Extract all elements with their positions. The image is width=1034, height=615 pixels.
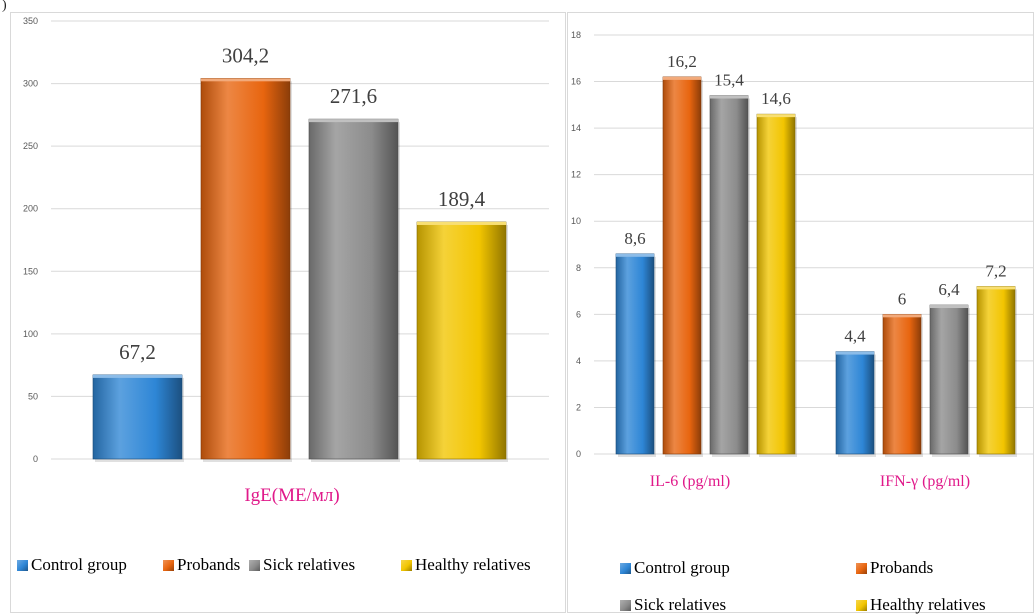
legend-item: Control group [620,558,730,578]
y-tick-label: 250 [23,141,38,151]
bar-cap [930,305,968,309]
legend-swatch [401,559,412,571]
data-label: 15,4 [714,71,744,90]
bar-control [92,374,183,460]
bar-sick [308,118,399,460]
data-label: 304,2 [222,43,269,67]
y-tick-label: 12 [571,170,581,180]
bar-probands [662,76,702,455]
y-tick-label: 200 [23,204,38,214]
bar-cap [201,78,290,82]
y-tick-label: 10 [571,216,581,226]
bar-cap [883,314,921,318]
legend-item: Sick relatives [620,595,726,615]
legend-item: Healthy relatives [401,555,531,575]
cytokine-chart-panel: 0 2 4 6 8 10 12 14 16 18 8,6 16,2 15,4 14,6 IL-6 (pg/m… [567,12,1034,615]
bar-cap [417,221,506,225]
data-label: 6,4 [938,280,960,299]
ige-chart-panel: 0 50 100 150 200 250 300 350 67,2 304,2 271,6 189,4… [10,12,566,613]
legend-label: Probands [870,558,934,577]
ige-chart-svg: 0 50 100 150 200 250 300 350 67,2 304,2 271,6 189,4… [23,16,549,506]
legend-swatch [620,599,631,611]
data-label: 7,2 [985,261,1006,280]
legend-label: Control group [634,558,730,577]
legend-swatch [249,559,260,571]
data-label: 4,4 [844,327,866,346]
y-tick-label: 8 [576,263,581,273]
y-tick-label: 100 [23,329,38,339]
data-label: 16,2 [667,52,697,71]
y-tick-label: 150 [23,266,38,276]
legend-swatch [856,562,867,574]
bar-cap [93,374,182,378]
category-label: IFN-γ (pg/ml) [880,473,970,490]
legend-item: Probands [163,555,240,575]
legend-swatch [163,559,174,571]
bar-probands [200,78,291,460]
legend-swatch [17,559,28,571]
bar-cap [309,119,398,123]
legend-item: Healthy relatives [856,595,986,615]
legend-label: Sick relatives [634,595,727,614]
legend-label: Sick relatives [263,555,356,574]
y-tick-label: 0 [576,449,581,459]
bar-sick [929,304,969,455]
data-label: 67,2 [119,340,156,364]
y-tick-label: 350 [23,16,38,26]
data-label: 6 [898,289,907,308]
y-tick-label: 300 [23,79,38,89]
bar-healthy [976,286,1016,455]
y-tick-label: 50 [28,391,38,401]
bar-control [835,351,875,455]
bar-cap [977,286,1015,290]
bar-cap [616,253,654,257]
data-label: 14,6 [761,89,791,108]
y-tick-label: 2 [576,402,581,412]
cytokine-chart-svg: 0 2 4 6 8 10 12 14 16 18 8,6 16,2 15,4 14,6 IL-6 (pg/m… [571,30,1034,490]
bar-cap [836,351,874,355]
y-tick-label: 18 [571,30,581,40]
legend-swatch [620,562,631,574]
y-tick-label: 0 [33,454,38,464]
legend-item: Control group [17,555,127,575]
category-label: IL-6 (pg/ml) [650,473,730,490]
bar-probands [882,314,922,455]
y-tick-label: 14 [571,123,581,133]
bar-cap [757,114,795,118]
data-label: 8,6 [624,229,645,248]
bar-cap [663,76,701,80]
bar-cap [710,95,748,99]
data-label: 189,4 [438,187,486,211]
bar-sick [709,95,749,455]
category-label: IgE(МЕ/мл) [244,485,339,506]
y-tick-label: 6 [576,309,581,319]
legend-swatch [856,599,867,611]
bar-healthy [756,113,796,455]
stray-mark: ) [2,0,7,13]
bar-healthy [416,221,507,460]
data-label: 271,6 [330,84,377,108]
legend-item: Probands [856,558,933,578]
y-tick-label: 4 [576,356,581,366]
legend-item: Sick relatives [249,555,355,575]
legend-label: Healthy relatives [415,555,531,574]
legend-label: Probands [177,555,241,574]
legend-label: Healthy relatives [870,595,986,614]
bar-control [615,253,655,455]
legend-label: Control group [31,555,127,574]
y-tick-label: 16 [571,77,581,87]
